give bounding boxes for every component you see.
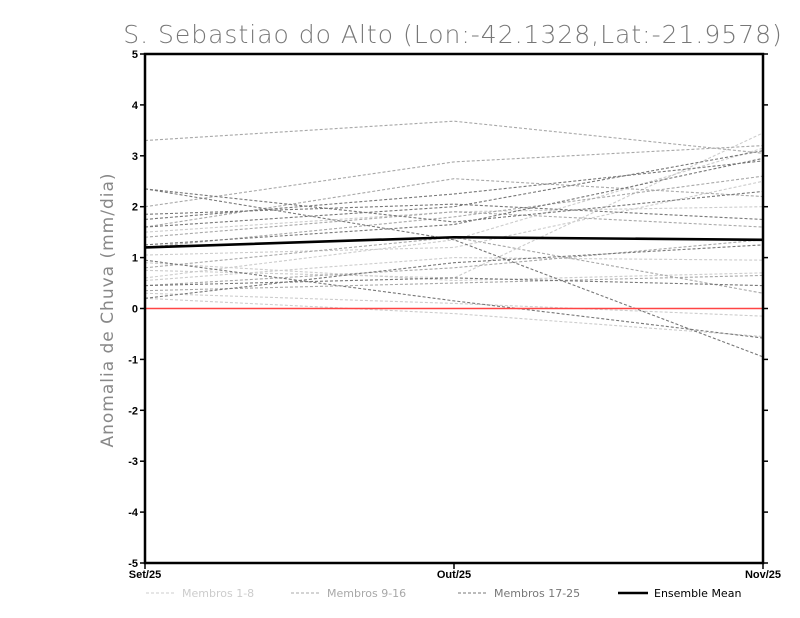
x-tick-label: Nov/25 (745, 569, 781, 581)
member-series-line-7 (144, 262, 764, 282)
member-series-line-11 (144, 178, 764, 228)
member-series-line-23 (144, 244, 764, 299)
member-series-line-1 (144, 132, 764, 279)
member-series-line-21 (144, 157, 764, 246)
legend: Membros 1-8 Membros 9-16 Membros 17-25 Ense… (146, 587, 741, 600)
y-tick-label: 3 (132, 151, 138, 163)
chart-title: S. Sebastiao do Alto (Lon:-42.1328,Lat:-… (123, 20, 783, 49)
member-series-line-15 (144, 274, 764, 292)
member-series-line-5 (144, 297, 764, 338)
y-tick-label: 2 (132, 202, 138, 214)
member-series-line-10 (144, 145, 764, 208)
member-series-line-25 (144, 203, 764, 220)
member-series-line-2 (144, 292, 764, 317)
member-series-line-9 (144, 120, 764, 154)
member-series-line-6 (144, 206, 764, 233)
ensemble-mean-line (144, 235, 764, 249)
y-tick-label: 4 (132, 100, 139, 112)
y-tick-label: -5 (128, 558, 138, 570)
member-series-line-16 (144, 175, 764, 248)
x-tick-label: Out/25 (437, 569, 471, 581)
legend-label-3: Membros 17-25 (494, 587, 580, 600)
y-tick-label: -3 (128, 456, 138, 468)
plot-area: -5 -4 -3 -2 -1 0 1 2 3 4 5 Set/25 Out/25 Nov/25 (128, 49, 781, 581)
legend-label-1: Membros 1-8 (182, 587, 254, 600)
member-series-line-22 (144, 259, 764, 339)
y-tick-label: -2 (128, 405, 138, 417)
y-axis-label: Anomalia de Chuva (mm/dia) (98, 172, 118, 447)
y-tick-label: -1 (128, 354, 138, 366)
member-series-line-4 (144, 257, 764, 282)
y-tick-label: 0 (132, 304, 138, 316)
member-series-line-13 (144, 239, 764, 287)
y-tick-label: -4 (128, 507, 139, 519)
y-tick-label: 1 (132, 253, 138, 265)
member-series-line-18 (144, 188, 764, 223)
member-series-line-12 (144, 211, 764, 238)
legend-label-4: Ensemble Mean (654, 587, 741, 600)
member-series-line-24 (144, 277, 764, 287)
member-series-line-8 (144, 147, 764, 279)
x-tick-label: Set/25 (129, 569, 161, 581)
legend-label-2: Membros 9-16 (327, 587, 406, 600)
member-series-line-19 (144, 160, 764, 220)
y-tick-label: 5 (132, 49, 138, 61)
